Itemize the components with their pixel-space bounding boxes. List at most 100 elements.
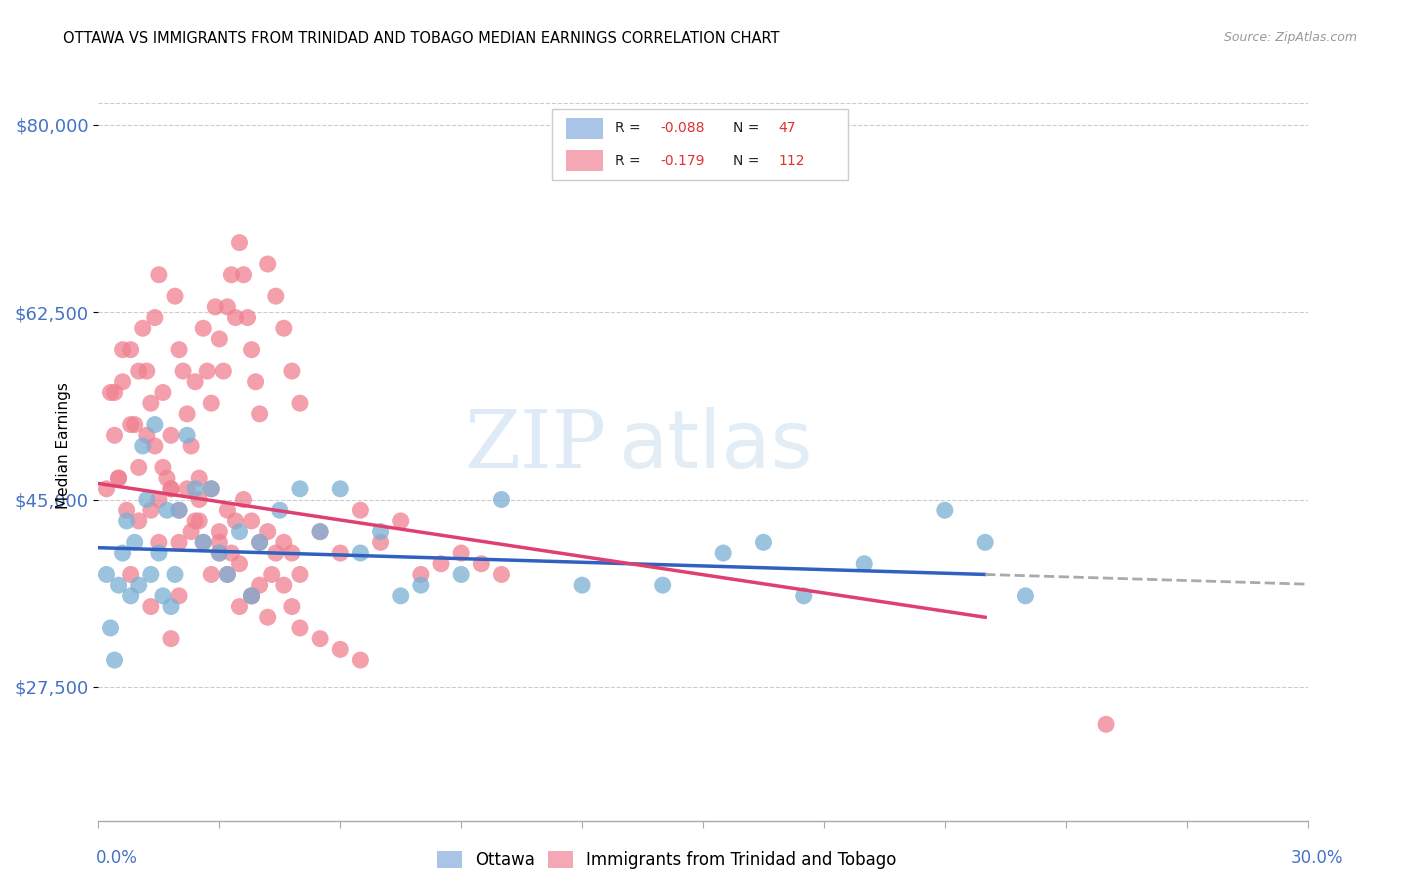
- Point: [143, 439, 166, 453]
- Point: [135, 364, 157, 378]
- Point: [256, 524, 278, 539]
- Point: [120, 567, 142, 582]
- Point: [260, 567, 283, 582]
- Point: [224, 310, 246, 325]
- Point: [491, 567, 513, 582]
- Point: [152, 460, 174, 475]
- Point: [288, 482, 311, 496]
- Point: [152, 589, 174, 603]
- Point: [249, 535, 271, 549]
- Point: [793, 589, 815, 603]
- Point: [349, 503, 371, 517]
- Point: [409, 578, 432, 592]
- Point: [249, 578, 271, 592]
- Point: [139, 599, 162, 614]
- Point: [172, 364, 194, 378]
- Point: [228, 557, 250, 571]
- Point: [217, 503, 239, 517]
- Point: [200, 482, 222, 496]
- Point: [176, 428, 198, 442]
- Point: [96, 482, 118, 496]
- Point: [180, 439, 202, 453]
- Point: [249, 535, 271, 549]
- Point: [156, 471, 179, 485]
- Point: [273, 535, 295, 549]
- Point: [752, 535, 775, 549]
- Text: Source: ZipAtlas.com: Source: ZipAtlas.com: [1223, 31, 1357, 45]
- Point: [711, 546, 734, 560]
- Point: [288, 567, 311, 582]
- Point: [200, 482, 222, 496]
- Point: [212, 364, 235, 378]
- Point: [188, 492, 211, 507]
- Point: [200, 567, 222, 582]
- Point: [232, 268, 254, 282]
- Point: [139, 503, 162, 517]
- Point: [128, 364, 150, 378]
- Point: [349, 653, 371, 667]
- Point: [269, 503, 291, 517]
- Point: [195, 364, 218, 378]
- Point: [120, 589, 142, 603]
- Point: [208, 535, 231, 549]
- Point: [240, 589, 263, 603]
- Point: [329, 642, 352, 657]
- Point: [160, 599, 183, 614]
- Point: [249, 407, 271, 421]
- Point: [409, 567, 432, 582]
- Point: [309, 524, 332, 539]
- Point: [107, 471, 129, 485]
- Point: [111, 343, 134, 357]
- Point: [430, 557, 453, 571]
- Text: 47: 47: [778, 121, 796, 136]
- Point: [329, 546, 352, 560]
- Point: [128, 514, 150, 528]
- Text: Median Earnings: Median Earnings: [56, 383, 70, 509]
- Point: [228, 599, 250, 614]
- Point: [163, 567, 186, 582]
- Text: 0.0%: 0.0%: [96, 849, 138, 867]
- Point: [264, 546, 287, 560]
- Point: [281, 364, 304, 378]
- FancyBboxPatch shape: [567, 150, 603, 171]
- Point: [167, 503, 190, 517]
- Point: [370, 524, 392, 539]
- Point: [264, 289, 287, 303]
- Point: [256, 257, 278, 271]
- Point: [148, 535, 170, 549]
- Point: [450, 546, 472, 560]
- Point: [188, 471, 211, 485]
- Point: [139, 567, 162, 582]
- Point: [208, 546, 231, 560]
- Point: [167, 343, 190, 357]
- Point: [974, 535, 997, 549]
- Point: [309, 632, 332, 646]
- Point: [160, 482, 183, 496]
- Text: 30.0%: 30.0%: [1291, 849, 1343, 867]
- Text: R =: R =: [614, 153, 645, 168]
- Point: [160, 428, 183, 442]
- Point: [111, 546, 134, 560]
- Legend: Ottawa, Immigrants from Trinidad and Tobago: Ottawa, Immigrants from Trinidad and Tob…: [430, 845, 904, 876]
- Point: [163, 289, 186, 303]
- Point: [120, 343, 142, 357]
- Point: [160, 482, 183, 496]
- Point: [188, 514, 211, 528]
- Text: OTTAWA VS IMMIGRANTS FROM TRINIDAD AND TOBAGO MEDIAN EARNINGS CORRELATION CHART: OTTAWA VS IMMIGRANTS FROM TRINIDAD AND T…: [63, 31, 780, 46]
- Point: [224, 514, 246, 528]
- Point: [571, 578, 593, 592]
- Point: [217, 567, 239, 582]
- Point: [115, 503, 138, 517]
- Text: -0.088: -0.088: [661, 121, 706, 136]
- Point: [96, 567, 118, 582]
- Point: [208, 524, 231, 539]
- Point: [160, 632, 183, 646]
- Point: [934, 503, 956, 517]
- Point: [152, 385, 174, 400]
- Point: [156, 503, 179, 517]
- Point: [651, 578, 673, 592]
- Point: [221, 546, 243, 560]
- Point: [103, 428, 125, 442]
- Point: [273, 321, 295, 335]
- Point: [100, 621, 122, 635]
